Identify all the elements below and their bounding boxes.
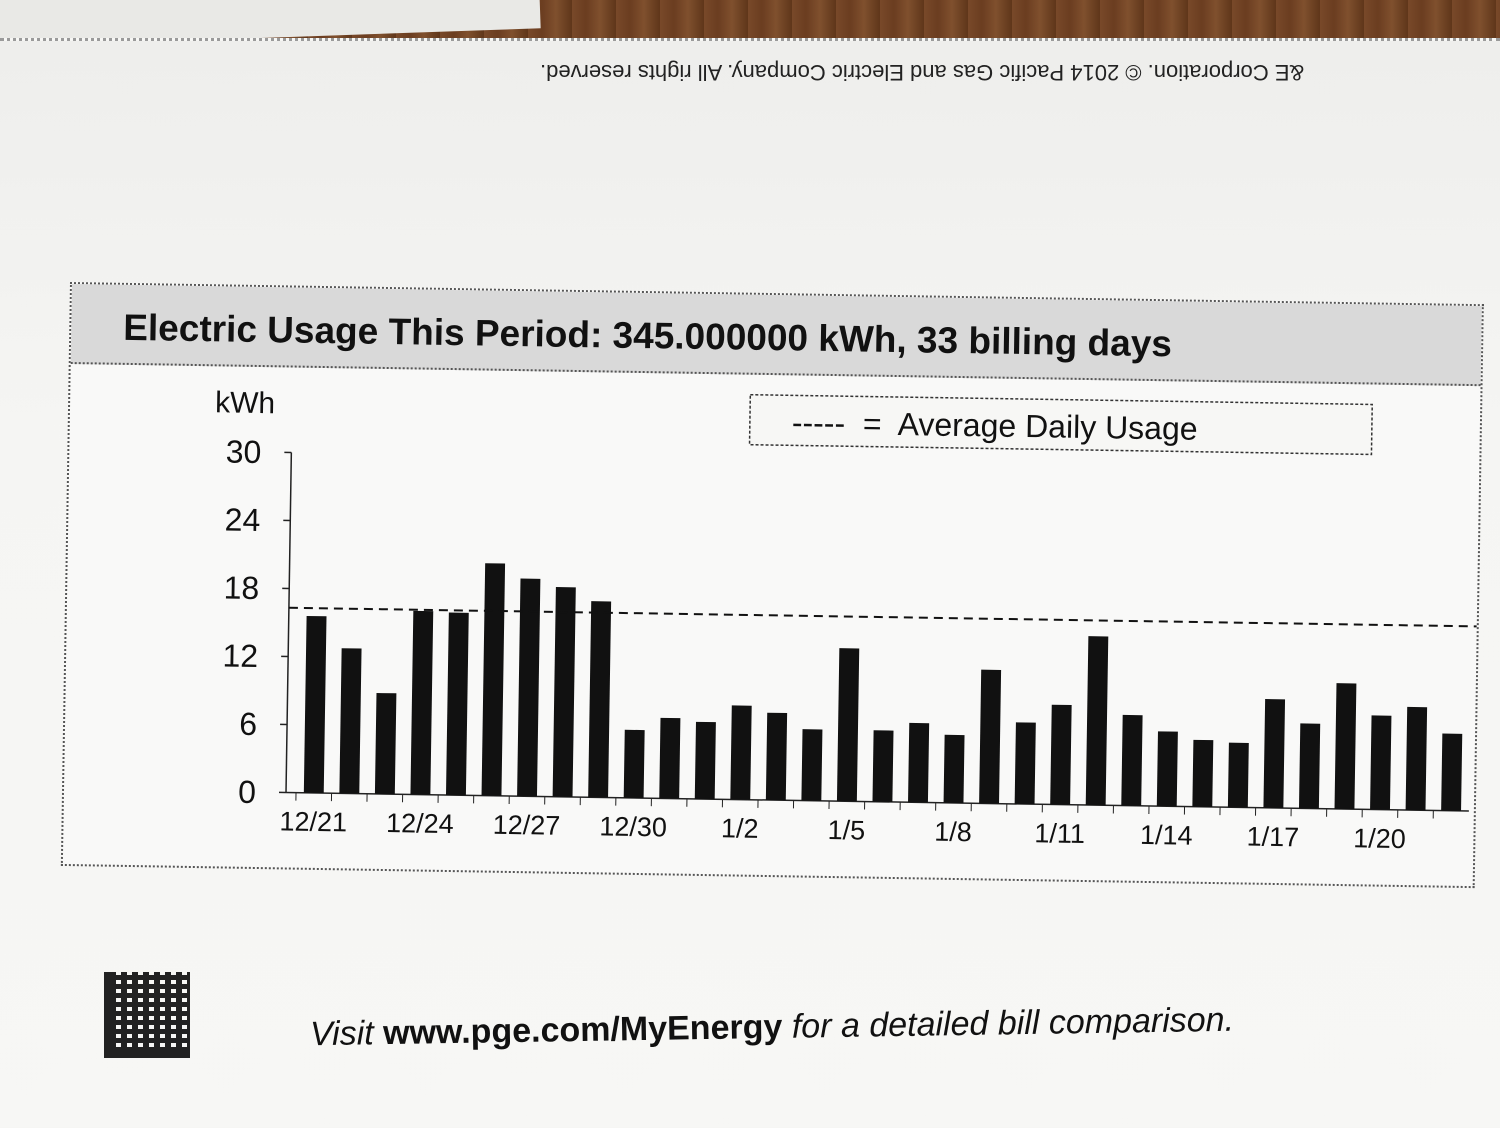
- y-tick-label: 30: [225, 433, 261, 470]
- bar: [1015, 722, 1036, 804]
- bar: [482, 563, 506, 796]
- bar: [944, 735, 965, 803]
- bar: [1050, 705, 1071, 805]
- bar: [1406, 707, 1428, 810]
- copyright-line: &E Corporation. © 2014 Pacific Gas and E…: [540, 52, 1500, 92]
- bar: [1335, 683, 1357, 809]
- bar: [730, 705, 751, 799]
- usage-chart-panel: Electric Usage This Period: 345.000000 k…: [61, 282, 1484, 888]
- bar: [624, 730, 645, 798]
- bar: [1086, 636, 1109, 805]
- bar: [766, 713, 787, 801]
- bars: [304, 560, 1465, 810]
- bar: [1228, 743, 1249, 808]
- x-tick-labels: 12/21 12/24 12/27 12/30 1/2 1/5 1/8 1/11 1/14 1/1…: [279, 806, 1406, 854]
- y-axis-label: kWh: [215, 386, 276, 420]
- bar: [1121, 715, 1142, 806]
- bar: [695, 722, 716, 799]
- x-tick-label: 1/17: [1246, 822, 1299, 853]
- bar: [872, 730, 893, 802]
- y-tick-label: 24: [224, 501, 260, 538]
- legend: ----- = Average Daily Usage: [750, 395, 1373, 455]
- bar: [446, 613, 469, 796]
- bar: [1263, 699, 1285, 808]
- bar: [1192, 740, 1213, 807]
- x-tick-label: 1/20: [1353, 823, 1406, 854]
- x-tick-label: 12/21: [279, 806, 347, 837]
- bar: [339, 648, 361, 793]
- y-tick-label: 12: [222, 637, 258, 674]
- legend-entry-average: ----- = Average Daily Usage: [792, 404, 1198, 446]
- bar: [837, 648, 859, 801]
- y-tick-labels: 0 6 12 18 24 30: [220, 433, 261, 810]
- footer-url[interactable]: www.pge.com/MyEnergy: [383, 1008, 783, 1052]
- bar: [659, 718, 680, 799]
- x-tick-label: 1/8: [934, 817, 972, 848]
- footer-rest: for a detailed bill comparison.: [792, 1001, 1235, 1046]
- x-tick-label: 1/14: [1140, 820, 1193, 851]
- bar: [553, 587, 576, 797]
- bar: [1441, 734, 1462, 811]
- x-tick-label: 12/27: [493, 810, 561, 841]
- bar: [304, 616, 327, 793]
- y-tick-label: 18: [223, 569, 259, 606]
- x-tick-label: 1/11: [1034, 818, 1085, 849]
- y-tick-label: 0: [238, 774, 256, 810]
- y-axis-line: [286, 452, 291, 792]
- bar: [801, 729, 822, 801]
- bar: [375, 693, 396, 794]
- x-tick-label: 1/2: [721, 813, 759, 844]
- x-tick-label: 12/24: [386, 808, 454, 839]
- footer-visit: Visit: [310, 1014, 374, 1053]
- y-tick-label: 6: [239, 706, 257, 742]
- bar: [588, 601, 611, 797]
- x-tick-label: 1/5: [827, 815, 865, 846]
- bar: [1157, 731, 1178, 806]
- bar: [1299, 723, 1320, 808]
- bar: [1370, 715, 1391, 809]
- x-tick-label: 12/30: [599, 811, 667, 842]
- bar: [410, 611, 433, 795]
- qr-code: [104, 972, 190, 1058]
- bar: [979, 670, 1001, 804]
- bar: [908, 723, 929, 803]
